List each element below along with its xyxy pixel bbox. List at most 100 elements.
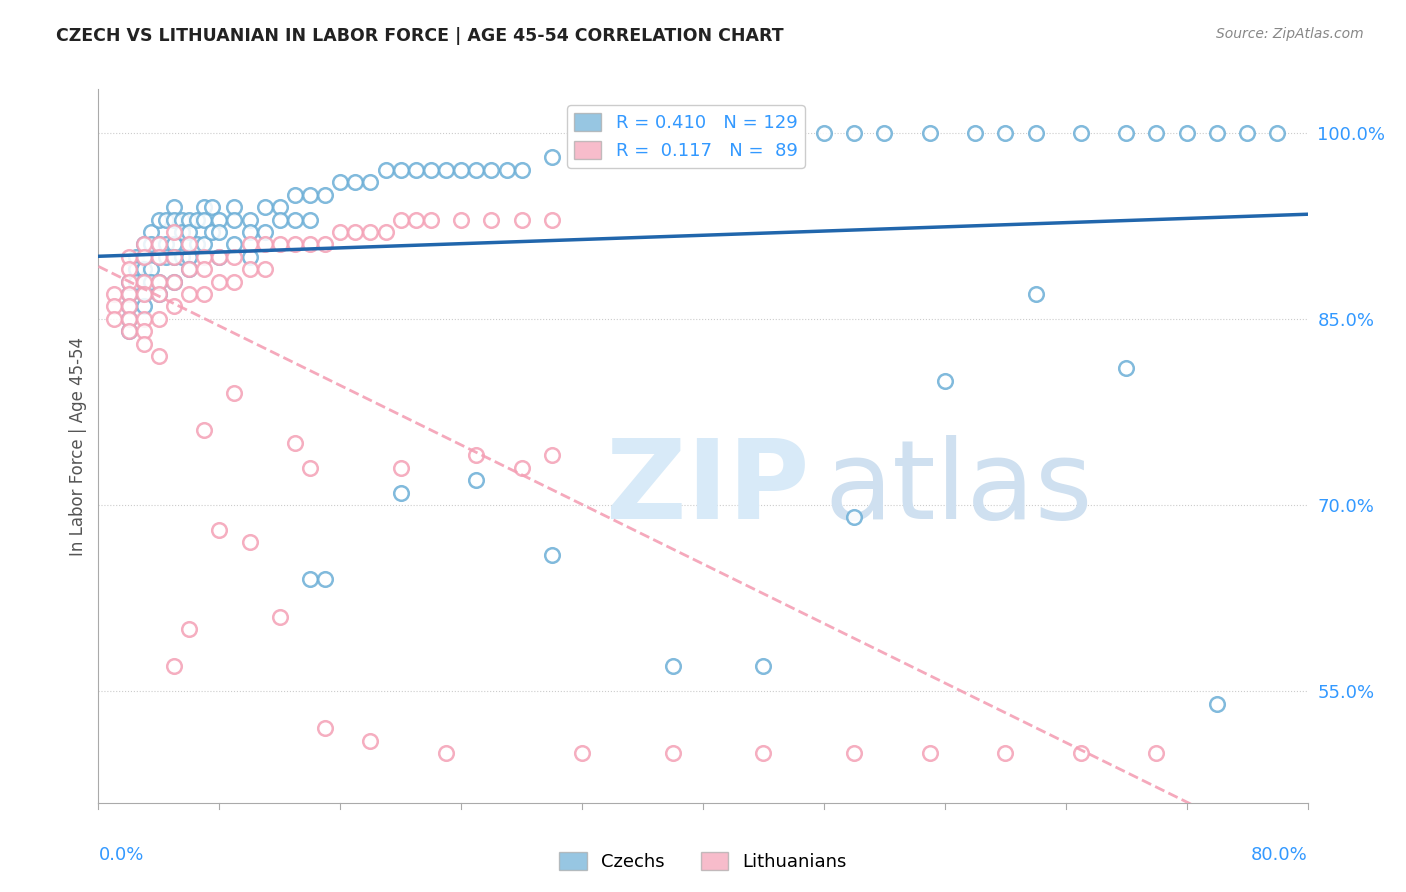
Text: Source: ZipAtlas.com: Source: ZipAtlas.com bbox=[1216, 27, 1364, 41]
Point bbox=[208, 250, 231, 264]
Point bbox=[163, 212, 186, 227]
Point bbox=[602, 151, 624, 165]
Point bbox=[299, 460, 322, 475]
Point bbox=[692, 138, 714, 153]
Point bbox=[253, 237, 276, 252]
Point bbox=[208, 212, 231, 227]
Point bbox=[132, 275, 155, 289]
Point bbox=[201, 200, 224, 214]
Point bbox=[118, 311, 141, 326]
Point bbox=[141, 275, 163, 289]
Point bbox=[1070, 746, 1092, 760]
Point bbox=[141, 225, 163, 239]
Point bbox=[179, 225, 201, 239]
Point bbox=[571, 746, 593, 760]
Point bbox=[661, 138, 683, 153]
Point bbox=[450, 162, 472, 177]
Point bbox=[510, 460, 533, 475]
Point bbox=[224, 275, 246, 289]
Point bbox=[1144, 746, 1167, 760]
Point bbox=[155, 237, 177, 252]
Point bbox=[284, 237, 307, 252]
Legend: R = 0.410   N = 129, R =  0.117   N =  89: R = 0.410 N = 129, R = 0.117 N = 89 bbox=[567, 105, 804, 168]
Point bbox=[540, 448, 562, 462]
Point bbox=[495, 162, 517, 177]
Point bbox=[405, 212, 427, 227]
Point bbox=[631, 138, 654, 153]
Point bbox=[844, 746, 866, 760]
Point bbox=[141, 237, 163, 252]
Point bbox=[179, 237, 201, 252]
Point bbox=[208, 225, 231, 239]
Point bbox=[118, 275, 141, 289]
Point bbox=[420, 212, 443, 227]
Point bbox=[329, 225, 352, 239]
Point bbox=[540, 151, 562, 165]
Point bbox=[661, 746, 683, 760]
Point bbox=[1267, 126, 1289, 140]
Point bbox=[193, 212, 215, 227]
Point bbox=[965, 126, 987, 140]
Point bbox=[344, 225, 367, 239]
Point bbox=[148, 349, 170, 363]
Point bbox=[132, 336, 155, 351]
Point bbox=[239, 212, 262, 227]
Point bbox=[163, 200, 186, 214]
Point bbox=[239, 535, 262, 549]
Point bbox=[163, 275, 186, 289]
Point bbox=[299, 187, 322, 202]
Point bbox=[540, 212, 562, 227]
Point bbox=[269, 200, 291, 214]
Point bbox=[253, 262, 276, 277]
Point bbox=[170, 250, 193, 264]
Point bbox=[224, 200, 246, 214]
Point bbox=[193, 424, 215, 438]
Point bbox=[465, 162, 488, 177]
Legend: Czechs, Lithuanians: Czechs, Lithuanians bbox=[553, 845, 853, 879]
Point bbox=[179, 262, 201, 277]
Point bbox=[1115, 126, 1137, 140]
Text: CZECH VS LITHUANIAN IN LABOR FORCE | AGE 45-54 CORRELATION CHART: CZECH VS LITHUANIAN IN LABOR FORCE | AGE… bbox=[56, 27, 785, 45]
Point bbox=[253, 225, 276, 239]
Point bbox=[193, 287, 215, 301]
Point bbox=[118, 287, 141, 301]
Point bbox=[208, 275, 231, 289]
Point bbox=[269, 609, 291, 624]
Point bbox=[132, 287, 155, 301]
Point bbox=[389, 485, 412, 500]
Point bbox=[132, 250, 155, 264]
Point bbox=[132, 237, 155, 252]
Point bbox=[374, 162, 396, 177]
Point bbox=[1024, 126, 1046, 140]
Point bbox=[360, 225, 382, 239]
Point bbox=[1115, 361, 1137, 376]
Point bbox=[118, 324, 141, 338]
Point bbox=[208, 250, 231, 264]
Point bbox=[132, 324, 155, 338]
Point bbox=[132, 299, 155, 313]
Point bbox=[465, 473, 488, 487]
Point bbox=[125, 262, 148, 277]
Point bbox=[193, 250, 215, 264]
Point bbox=[103, 299, 125, 313]
Point bbox=[118, 287, 141, 301]
Point bbox=[481, 212, 503, 227]
Point bbox=[132, 275, 155, 289]
Point bbox=[1070, 126, 1092, 140]
Point bbox=[186, 212, 208, 227]
Point bbox=[193, 237, 215, 252]
Point bbox=[299, 212, 322, 227]
Point bbox=[118, 250, 141, 264]
Point bbox=[571, 151, 593, 165]
Point bbox=[132, 287, 155, 301]
Point bbox=[118, 324, 141, 338]
Point bbox=[239, 225, 262, 239]
Point bbox=[450, 212, 472, 227]
Point bbox=[155, 212, 177, 227]
Point bbox=[208, 523, 231, 537]
Y-axis label: In Labor Force | Age 45-54: In Labor Force | Age 45-54 bbox=[69, 336, 87, 556]
Point bbox=[163, 237, 186, 252]
Point bbox=[1236, 126, 1258, 140]
Point bbox=[360, 733, 382, 747]
Point bbox=[193, 262, 215, 277]
